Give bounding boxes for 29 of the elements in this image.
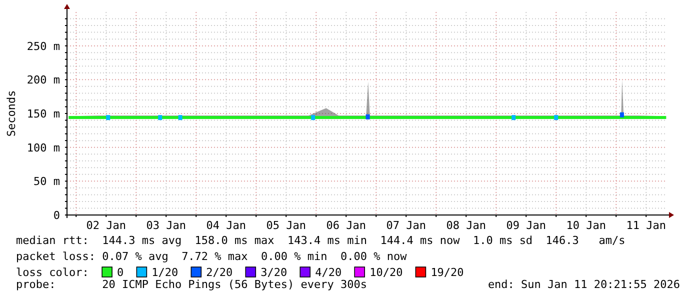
x-tick-label: 07 Jan — [386, 219, 426, 232]
x-tick-label: 06 Jan — [326, 219, 366, 232]
text: probe: 20 ICMP Echo Pings (56 Bytes) every 300s — [16, 278, 367, 291]
x-tick-label: 04 Jan — [206, 219, 246, 232]
y-tick-label: 150 m — [26, 108, 60, 120]
y-tick-label: 100 m — [26, 141, 60, 154]
text: median rtt: 144.3 ms avg 158.0 ms max 143.4 ms min 144.4 ms now 1.0 ms sd 146.3 am/s — [16, 234, 626, 247]
x-tick-label: 08 Jan — [446, 219, 486, 232]
legend-label: 1/20 — [152, 266, 178, 279]
x-tick-label: 02 Jan — [86, 219, 126, 232]
y-tick-label: 250 m — [26, 40, 60, 53]
y-axis-title: Seconds — [5, 90, 18, 137]
y-tick-label: 200 m — [26, 74, 60, 87]
legend-label: 0 — [117, 266, 124, 279]
legend-label: 19/20 — [430, 266, 464, 279]
text: end: Sun Jan 11 20:21:55 2026 — [488, 278, 680, 291]
y-tick-label: 0 — [53, 209, 60, 222]
legend-title: loss color: — [16, 266, 89, 279]
text: packet loss: 0.07 % avg 7.72 % max 0.00 % min 0.00 % now — [16, 250, 408, 263]
x-tick-label: 11 Jan — [626, 219, 666, 232]
x-tick-label: 10 Jan — [566, 219, 606, 232]
legend-label: 10/20 — [370, 266, 403, 279]
legend-label: 4/20 — [315, 266, 342, 279]
x-tick-label: 05 Jan — [266, 219, 306, 232]
x-tick-label: 03 Jan — [146, 219, 186, 232]
y-tick-label: 50 m — [34, 175, 60, 188]
x-tick-label: 09 Jan — [506, 219, 546, 232]
legend-label: 2/20 — [206, 266, 233, 279]
legend-label: 3/20 — [260, 266, 288, 279]
